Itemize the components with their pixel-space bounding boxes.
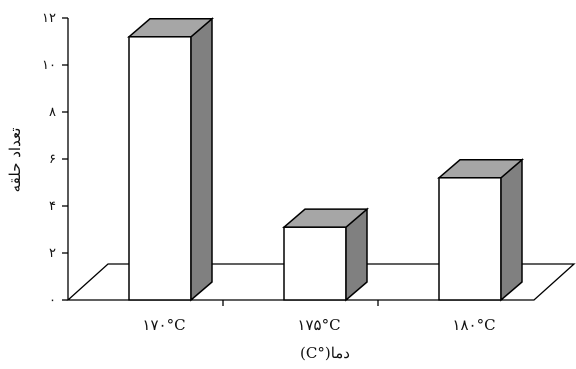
bar-top-1 bbox=[126, 18, 215, 38]
y-tick-label-10: ۱۰ bbox=[42, 58, 56, 73]
bar-3 bbox=[436, 158, 525, 302]
bar-2 bbox=[281, 207, 370, 302]
x-tick-label-2: ۱۷۵°C bbox=[297, 316, 340, 334]
x-tick-label-3: ۱۸۰°C bbox=[452, 316, 495, 334]
bar-front-3 bbox=[438, 177, 502, 301]
y-tick-label-0: ۰ bbox=[49, 293, 56, 308]
chart-floor bbox=[66, 263, 576, 306]
x-axis-title: دما(°C) bbox=[300, 344, 350, 362]
y-tick-label-6: ۶ bbox=[49, 152, 56, 167]
bar-1 bbox=[126, 17, 215, 302]
x-tick-label-1: ۱۷۰°C bbox=[142, 316, 185, 334]
y-tick-label-2: ۲ bbox=[49, 246, 56, 261]
floor-outline bbox=[66, 263, 576, 301]
bar-top-3 bbox=[436, 159, 525, 179]
bar-front-1 bbox=[128, 36, 192, 301]
y-tick-label-8: ۸ bbox=[49, 105, 56, 120]
y-tick-label-12: ۱۲ bbox=[42, 11, 56, 26]
bars bbox=[126, 17, 525, 302]
bar-side-3 bbox=[500, 158, 523, 302]
y-tick-label-4: ۴ bbox=[49, 199, 56, 214]
bar-front-2 bbox=[283, 226, 347, 301]
bar-top-2 bbox=[281, 208, 370, 228]
y-axis-title: تعداد حلقه bbox=[6, 128, 24, 193]
y-axis: ۰ ۲ ۴ ۶ ۸ ۱۰ ۱۲ bbox=[42, 11, 69, 308]
bar-side-1 bbox=[190, 17, 213, 302]
labels: ۱۷۰°C ۱۷۵°C ۱۸۰°C bbox=[142, 316, 495, 334]
